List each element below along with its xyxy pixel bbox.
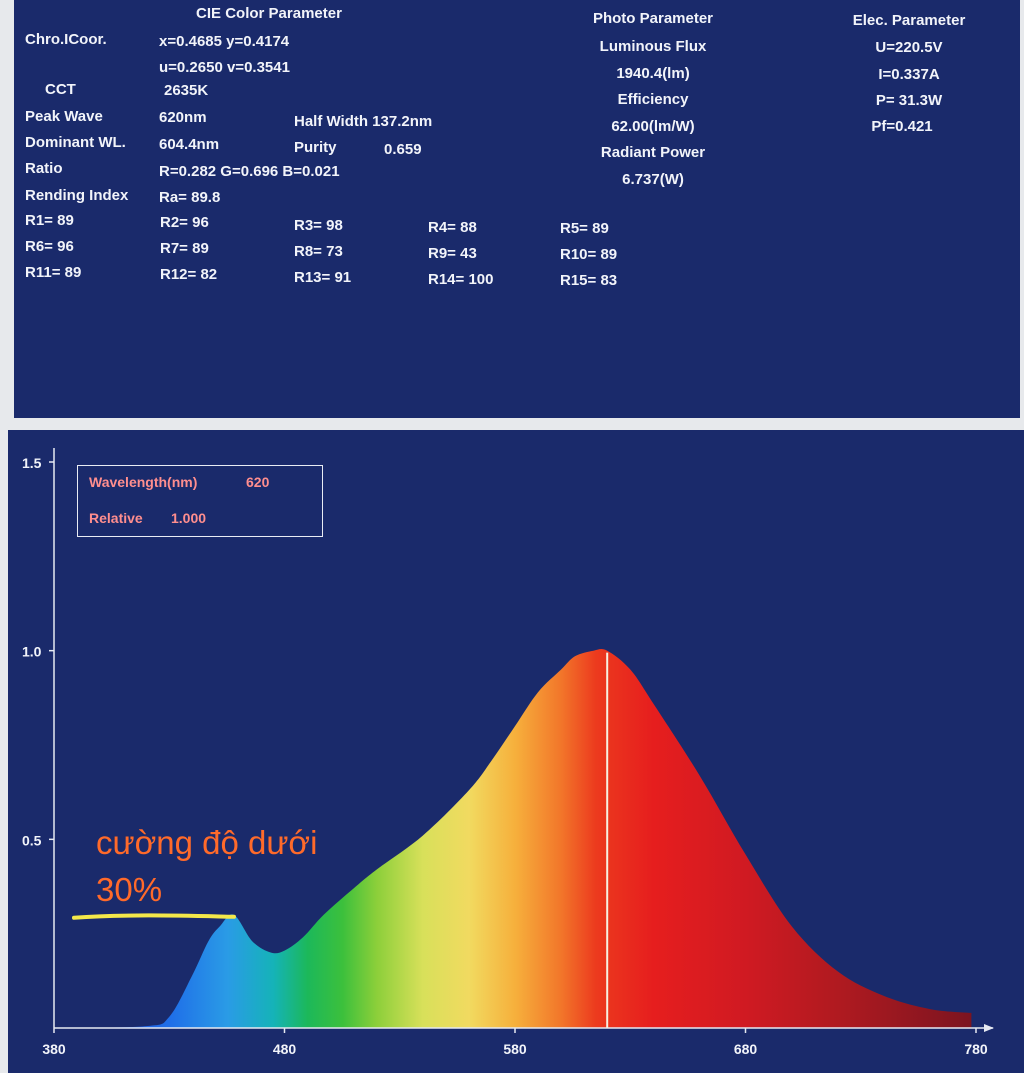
luminous-flux-value: 1940.4(lm): [616, 65, 690, 82]
r-value: R14= 100: [428, 271, 494, 288]
annotation-line-1: cường độ dưới: [96, 824, 318, 861]
x-tick-label: 580: [503, 1041, 527, 1057]
r-value: R11= 89: [25, 264, 82, 281]
rending-index-value: Ra= 89.8: [159, 189, 221, 206]
ratio-label: Ratio: [25, 160, 63, 177]
x-axis-arrow: [984, 1024, 994, 1032]
relative-label: Relative: [89, 510, 143, 526]
r-value: R5= 89: [560, 220, 609, 237]
y-tick-label: 0.5: [22, 832, 42, 848]
efficiency-label: Efficiency: [617, 91, 689, 108]
r-value: R10= 89: [560, 246, 618, 263]
spectrum-panel: 0.5 1.0 1.5 380 480 580 680 780 Wavelength(nm) …: [8, 430, 1024, 1073]
r-value: R12= 82: [160, 266, 218, 283]
relative-value: 1.000: [171, 510, 207, 526]
x-tick-label: 680: [734, 1041, 758, 1057]
chro-xy-value: x=0.4685 y=0.4174: [159, 33, 290, 50]
cursor-readout-box: Wavelength(nm) 620 Relative 1.000: [77, 465, 323, 537]
x-tick-label: 480: [273, 1041, 297, 1057]
current-value: I=0.337A: [878, 66, 940, 83]
peak-wave-label: Peak Wave: [25, 108, 103, 125]
y-tick-label: 1.0: [22, 644, 42, 660]
cct-value: 2635K: [164, 82, 209, 99]
cct-label: CCT: [45, 81, 76, 98]
dominant-wl-label: Dominant WL.: [25, 134, 126, 151]
r-value: R15= 83: [560, 272, 618, 289]
photo-title: Photo Parameter: [592, 10, 714, 27]
voltage-value: U=220.5V: [875, 39, 943, 56]
dominant-wl-value: 604.4nm: [159, 136, 220, 153]
annotation-line-2: 30%: [96, 871, 163, 908]
power-factor-value: Pf=0.421: [871, 118, 933, 135]
r-value: R4= 88: [428, 219, 477, 236]
spectrum-area: [54, 649, 972, 1028]
r-value: R8= 73: [294, 243, 343, 260]
luminous-flux-label: Luminous Flux: [599, 38, 707, 55]
chro-label: Chro.ICoor.: [25, 31, 107, 48]
radiant-power-label: Radiant Power: [600, 144, 706, 161]
wavelength-label: Wavelength(nm): [89, 474, 198, 490]
y-tick-label: 1.5: [22, 455, 42, 471]
radiant-power-value: 6.737(W): [622, 171, 684, 188]
purity-value: 0.659: [384, 141, 422, 158]
x-tick-label: 780: [964, 1041, 988, 1057]
chro-uv-value: u=0.2650 v=0.3541: [159, 59, 290, 76]
r-value: R6= 96: [25, 238, 74, 255]
r-value: R13= 91: [294, 269, 352, 286]
power-value: P= 31.3W: [875, 92, 943, 109]
spectrum-chart: 0.5 1.0 1.5 380 480 580 680 780: [22, 448, 994, 1057]
r-value: R7= 89: [160, 240, 209, 257]
r-value: R3= 98: [294, 217, 343, 234]
purity-label: Purity: [294, 139, 337, 156]
r-value: R9= 43: [428, 245, 477, 262]
efficiency-value: 62.00(lm/W): [611, 118, 695, 135]
wavelength-value: 620: [246, 474, 270, 490]
r-value: R2= 96: [160, 214, 209, 231]
highlight-marker: [72, 913, 236, 920]
half-width-value: Half Width 137.2nm: [294, 113, 433, 130]
elec-title: Elec. Parameter: [852, 12, 966, 29]
cie-title: CIE Color Parameter: [196, 5, 342, 22]
x-tick-label: 380: [42, 1041, 66, 1057]
ratio-value: R=0.282 G=0.696 B=0.021: [159, 163, 340, 180]
rending-index-label: Rending Index: [25, 187, 129, 204]
r-value: R1= 89: [25, 212, 74, 229]
parameter-panel: CIE Color Parameter Chro.ICoor. x=0.4685…: [14, 0, 1020, 418]
peak-wave-value: 620nm: [159, 109, 207, 126]
